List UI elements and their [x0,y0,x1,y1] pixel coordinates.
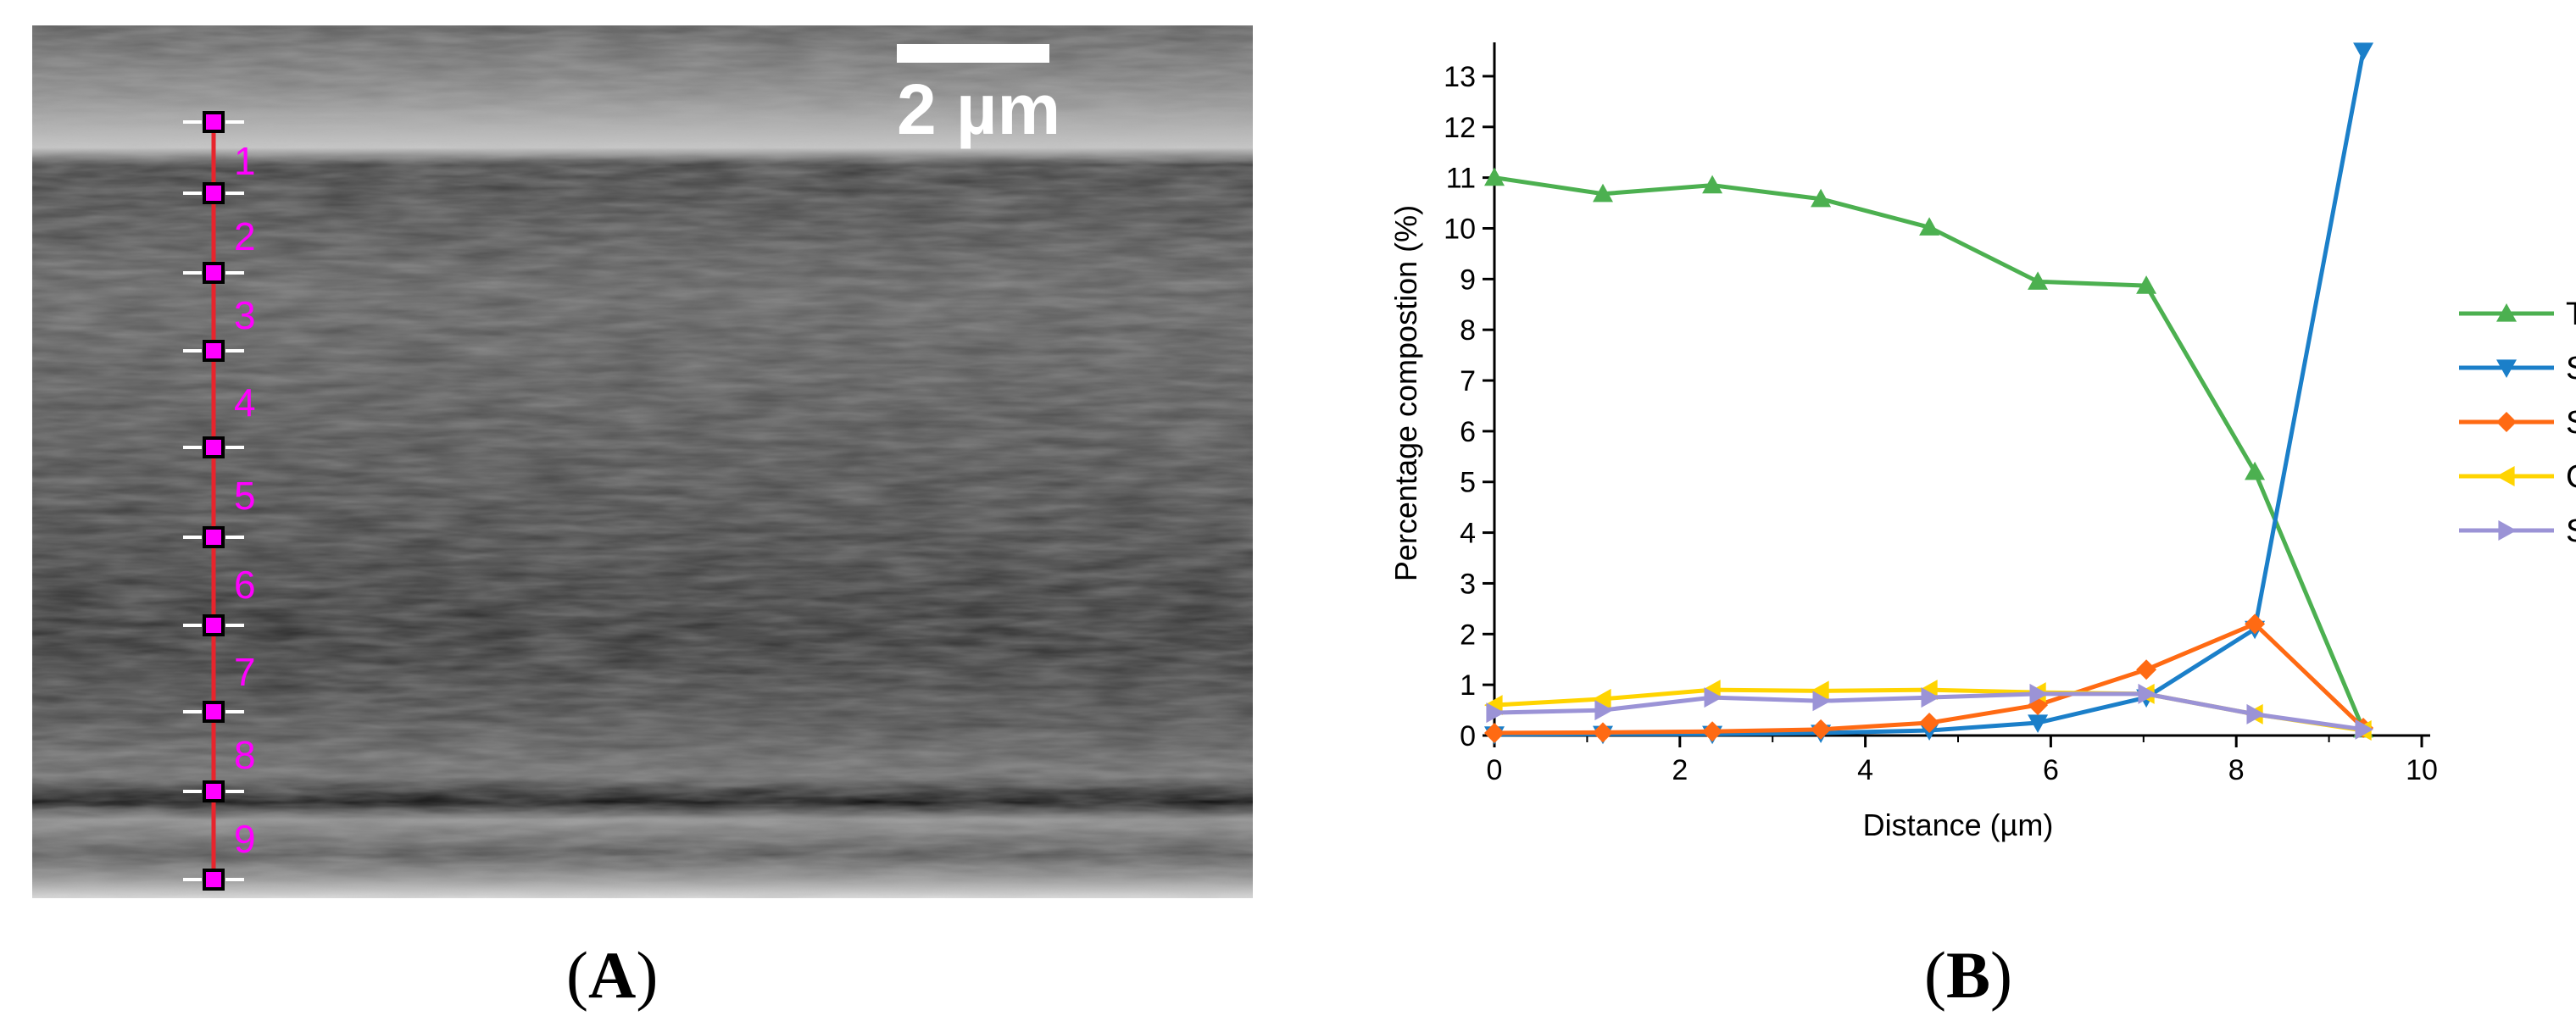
y-tick-label: 7 [1460,365,1476,397]
legend: Ti Si Sn Cd Se [2459,297,2576,549]
scan-point-label: 1 [234,139,256,183]
data-point-se [2246,703,2266,724]
data-point-se [1486,702,1505,724]
y-tick-label: 11 [1446,163,1476,195]
scan-point-marker [203,526,225,548]
scan-point-marker [203,780,225,802]
data-point-si [2353,42,2374,61]
scan-point-marker [203,436,225,458]
data-point-sn [2136,659,2157,680]
data-point-se [1921,687,1940,708]
data-point-si [2028,714,2049,734]
data-point-ti [1811,188,1832,208]
scan-point-label: 8 [234,733,256,777]
series-si [1484,42,2374,745]
y-axis-label: Percentage compostion (%) [1388,205,1423,581]
data-point-se [2138,683,2157,704]
legend-label: Se [2566,514,2576,549]
legend-label: Cd [2566,459,2576,495]
data-point-sn [1484,723,1505,744]
scan-point-marker [203,869,225,891]
data-point-se [1594,700,1613,721]
y-tick-label: 1 [1460,669,1476,702]
x-tick-label: 0 [1487,754,1503,786]
legend-marker [2496,303,2517,322]
x-tick-label: 8 [2228,754,2245,786]
scan-point-marker [203,262,225,284]
sem-image-panel: 2 µm 1 2 3 4 5 6 7 8 9 [32,25,1253,898]
data-point-ti [1592,183,1613,203]
series-ti [1484,167,2374,738]
scan-point-label: 2 [234,214,256,258]
scan-point-marker [203,182,225,204]
y-tick-label: 5 [1460,467,1476,499]
scan-point-label: 9 [234,817,256,861]
y-tick-label: 12 [1444,112,1476,144]
sem-texture [32,25,1253,898]
y-tick-label: 3 [1460,568,1476,600]
legend-label: Si [2566,351,2576,386]
scan-point-label: 7 [234,650,256,694]
y-tick-label: 0 [1460,720,1476,752]
scan-point-label: 5 [234,474,256,518]
line-scan-path: 1 2 3 4 5 6 7 8 9 [183,111,256,891]
x-tick-label: 4 [1857,754,1873,786]
data-point-sn [1811,719,1832,740]
series-line-ti [1494,175,2366,730]
panel-label-a: (A) [566,938,659,1012]
x-axis-label: Distance (µm) [1863,808,2054,842]
scan-point-label: 4 [234,380,256,425]
data-point-ti [1484,167,1505,186]
y-tick-label: 13 [1444,61,1476,93]
data-point-ti [2028,271,2049,290]
scan-point-marker [203,340,225,362]
x-tick-label: 2 [1672,754,1688,786]
data-point-se [2355,719,2374,740]
data-point-ti [2136,275,2157,294]
scan-point-marker [203,614,225,636]
scan-point-marker [203,111,225,133]
data-point-se [2029,683,2049,704]
legend-marker [2498,520,2517,541]
y-tick-label: 6 [1460,416,1476,448]
data-point-sn [2245,613,2266,635]
x-tick-label: 6 [2043,754,2059,786]
legend-marker [2496,359,2517,378]
legend-label: Sn [2566,405,2576,441]
data-point-se [1812,691,1832,712]
y-tick-label: 2 [1460,619,1476,651]
data-point-sn [1592,722,1613,743]
data-point-sn [1702,721,1723,742]
y-tick-label: 8 [1460,314,1476,347]
scan-point-marker [203,701,225,723]
series-se [1486,683,2374,740]
data-point-ti [1702,175,1723,194]
data-point-cd [1592,688,1611,709]
data-point-sn [1919,713,1940,734]
x-tick-label: 10 [2406,754,2438,786]
data-point-cd [1811,680,1829,702]
data-point-se [1704,687,1723,708]
y-tick-label: 9 [1460,264,1476,296]
scan-point-label: 6 [234,563,256,607]
scan-point-label: 3 [234,293,256,337]
data-point-ti [1919,217,1940,236]
data-point-ti [2245,461,2266,480]
scale-bar [897,44,1049,63]
series-sn [1484,613,2374,744]
legend-marker [2496,412,2517,432]
legend-marker [2496,466,2515,486]
y-tick-label: 4 [1460,518,1476,550]
scale-bar-label: 2 µm [897,69,1060,149]
y-tick-label: 10 [1444,213,1476,245]
panel-label-b: (B) [1924,938,2012,1012]
legend-label: Ti [2566,297,2576,332]
